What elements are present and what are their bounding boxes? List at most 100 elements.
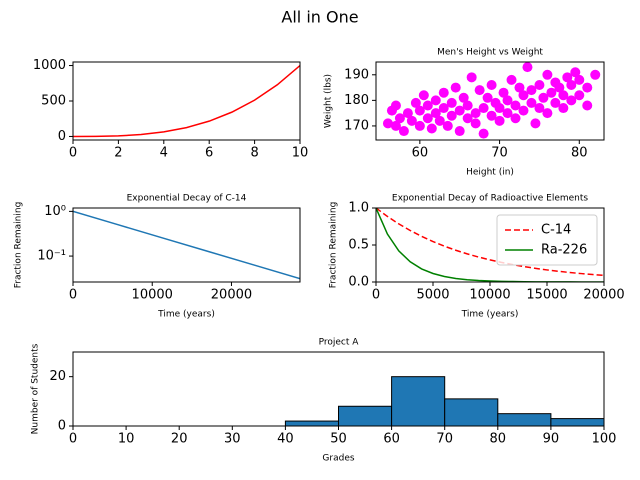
- point: [502, 108, 513, 119]
- subplot: 0 10000 20000 10⁰ 10⁻¹ Exponential Decay of C…: [14, 194, 301, 320]
- point: [534, 103, 545, 114]
- subplot: 0 2 4 6 8 10 0 500 1000: [33, 58, 308, 160]
- point: [510, 100, 521, 111]
- point: [478, 128, 489, 139]
- x-tick-label: 8: [250, 146, 258, 161]
- point: [534, 80, 545, 91]
- point: [414, 120, 425, 131]
- point: [562, 72, 573, 83]
- x-tick-label: 30: [224, 432, 241, 447]
- point: [542, 108, 553, 119]
- point: [550, 97, 561, 108]
- figure-title: All in One: [281, 8, 358, 27]
- point: [454, 105, 465, 116]
- plot-area: [73, 210, 300, 280]
- point: [554, 82, 565, 93]
- axes-frame: [72, 61, 301, 141]
- x-tick-label: 5000: [416, 288, 449, 303]
- line: [73, 64, 300, 138]
- axes-frame: [72, 207, 301, 283]
- bar: [497, 413, 552, 426]
- point: [506, 74, 517, 85]
- point: [450, 82, 461, 93]
- point: [426, 123, 437, 134]
- y-tick-label: 20: [49, 369, 66, 384]
- point: [526, 85, 537, 96]
- y-tick-label: 10⁰: [44, 204, 66, 219]
- x-tick-label: 40: [277, 432, 294, 447]
- y-tick-label: 500: [41, 94, 66, 109]
- x-tick-label: 10: [118, 432, 135, 447]
- point: [530, 118, 541, 129]
- point: [566, 95, 577, 106]
- y-tick-label: 0: [58, 129, 66, 144]
- bar: [284, 420, 339, 426]
- x-tick-label: 90: [543, 432, 560, 447]
- point: [486, 80, 497, 91]
- x-tick-label: 20000: [583, 288, 624, 303]
- point: [542, 69, 553, 80]
- point: [430, 95, 441, 106]
- point: [514, 82, 525, 93]
- line: [376, 208, 604, 277]
- subplot: 0 10 20 30 40 50 60 70 80 90 100 0 20 Project A Grades…: [31, 338, 617, 464]
- subplot-title: Exponential Decay of Radioactive Element…: [392, 194, 589, 204]
- subplot-title: Project A: [319, 338, 360, 348]
- point: [494, 103, 505, 114]
- legend-label: Ra-226: [541, 243, 587, 258]
- point: [422, 113, 433, 124]
- point: [566, 80, 577, 91]
- legend-box: [496, 214, 598, 266]
- x-tick-label: 15000: [526, 288, 567, 303]
- point: [558, 103, 569, 114]
- point: [482, 92, 493, 103]
- x-tick-label: 20: [171, 432, 188, 447]
- y-tick-label: 0: [58, 419, 66, 434]
- x-tick-label: 0: [372, 288, 380, 303]
- point: [438, 103, 449, 114]
- x-tick-label: 70: [491, 146, 508, 161]
- point: [558, 90, 569, 101]
- point: [410, 97, 421, 108]
- x-axis-label: Grades: [322, 454, 354, 464]
- point: [470, 108, 481, 119]
- point: [442, 120, 453, 131]
- x-tick-label: 10000: [469, 288, 510, 303]
- x-tick-label: 0: [69, 146, 77, 161]
- point: [574, 90, 585, 101]
- point: [486, 110, 497, 121]
- point: [582, 100, 593, 111]
- point: [414, 105, 425, 116]
- point: [394, 113, 405, 124]
- point: [494, 115, 505, 126]
- x-tick-label: 10000: [132, 288, 173, 303]
- x-tick-label: 4: [160, 146, 168, 161]
- point: [402, 108, 413, 119]
- point: [570, 67, 581, 78]
- point: [582, 82, 593, 93]
- point: [422, 100, 433, 111]
- point: [546, 87, 557, 98]
- y-axis-label: Number of Students: [31, 343, 41, 434]
- x-tick-label: 50: [330, 432, 347, 447]
- point: [498, 87, 509, 98]
- y-axis-label: Fraction Remaining: [14, 202, 24, 289]
- point: [390, 120, 401, 131]
- y-tick-label: 1000: [33, 58, 66, 73]
- bar: [550, 418, 604, 426]
- point: [430, 108, 441, 119]
- point: [458, 92, 469, 103]
- bar: [444, 398, 499, 426]
- plot-area: [284, 376, 604, 426]
- x-axis-label: Time (years): [461, 310, 519, 320]
- y-tick-label: 180: [344, 93, 369, 108]
- bar: [391, 376, 446, 426]
- y-tick-label: 190: [344, 67, 369, 82]
- point: [446, 110, 457, 121]
- y-tick-label: 0.5: [348, 238, 369, 253]
- point: [526, 97, 537, 108]
- legend: C-14 Ra-226: [496, 214, 598, 266]
- point: [470, 118, 481, 129]
- axes-frame: [375, 207, 605, 283]
- x-tick-label: 80: [571, 146, 588, 161]
